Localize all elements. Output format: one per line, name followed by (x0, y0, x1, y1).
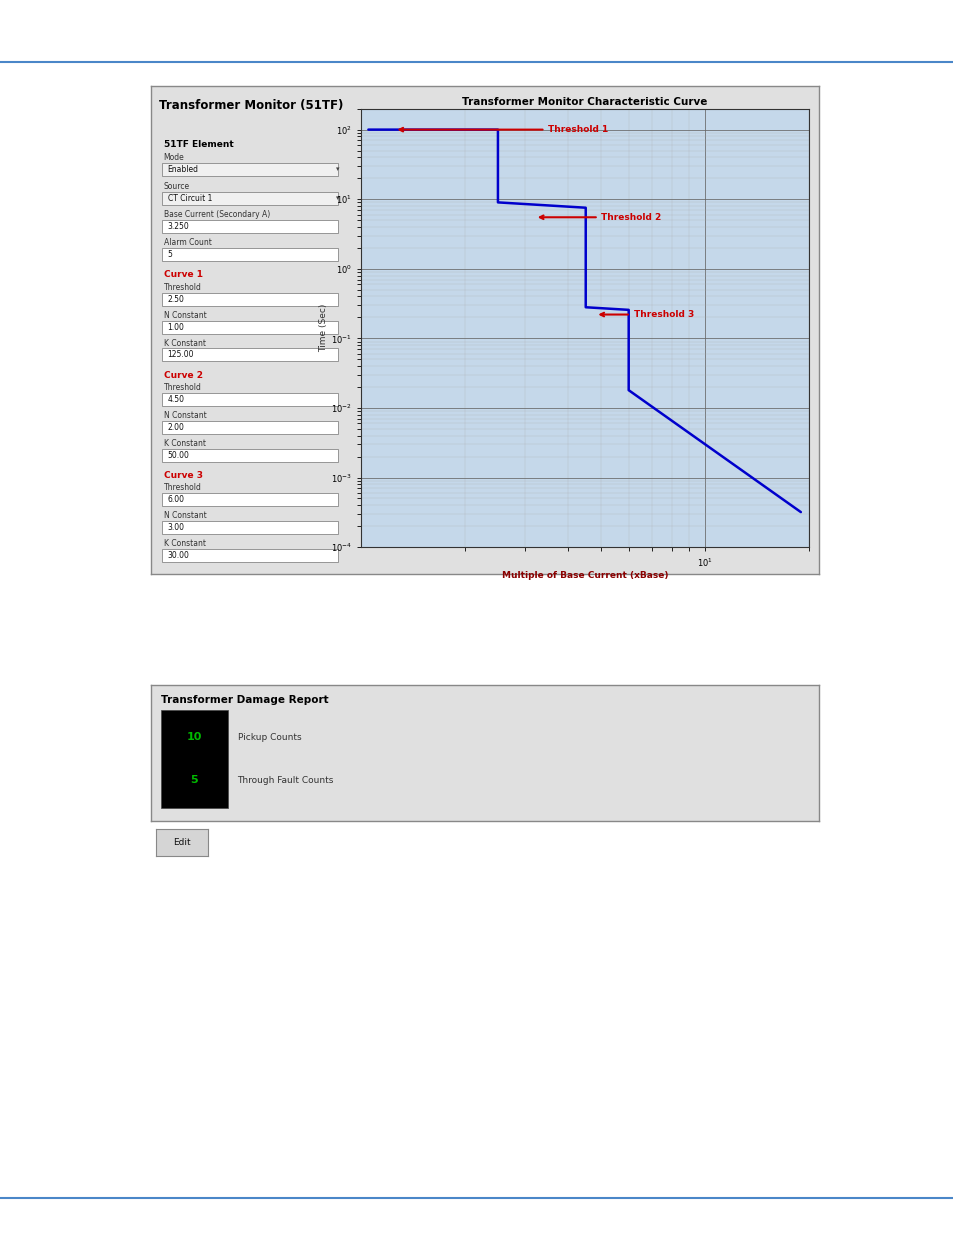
Text: Threshold 1: Threshold 1 (399, 125, 608, 135)
Text: 1.00: 1.00 (168, 322, 184, 331)
Y-axis label: Time (Sec): Time (Sec) (319, 304, 328, 352)
Bar (161, 521, 337, 534)
Text: 3.00: 3.00 (168, 522, 184, 532)
Text: Curve 3: Curve 3 (163, 471, 202, 480)
Text: CT Circuit 1: CT Circuit 1 (168, 194, 212, 203)
Text: Curve 1: Curve 1 (163, 270, 202, 279)
X-axis label: Multiple of Base Current (xBase): Multiple of Base Current (xBase) (501, 572, 667, 580)
Text: N Constant: N Constant (163, 411, 206, 420)
Text: Alarm Count: Alarm Count (163, 238, 212, 247)
Bar (160, 710, 227, 808)
Text: Threshold 3: Threshold 3 (599, 310, 693, 319)
Text: K Constant: K Constant (163, 338, 205, 347)
Bar (161, 163, 337, 175)
Bar (161, 220, 337, 233)
Text: Edit: Edit (172, 837, 191, 847)
Text: 6.00: 6.00 (168, 495, 184, 504)
Text: 30.00: 30.00 (168, 551, 190, 559)
Text: N Constant: N Constant (163, 310, 206, 320)
Text: Threshold: Threshold (163, 483, 201, 492)
Title: Transformer Monitor Characteristic Curve: Transformer Monitor Characteristic Curve (461, 96, 707, 106)
Text: 2.00: 2.00 (168, 422, 184, 432)
Text: Source: Source (163, 182, 190, 190)
Text: 50.00: 50.00 (168, 451, 190, 459)
Text: Pickup Counts: Pickup Counts (237, 732, 301, 742)
Text: 125.00: 125.00 (168, 351, 193, 359)
Bar (161, 550, 337, 562)
Text: ▾: ▾ (335, 167, 339, 173)
Text: Transformer Damage Report: Transformer Damage Report (160, 695, 328, 705)
Bar (161, 191, 337, 205)
Text: 5: 5 (191, 776, 197, 785)
Text: Curve 2: Curve 2 (163, 370, 202, 379)
Bar (161, 293, 337, 305)
Text: Threshold: Threshold (163, 383, 201, 391)
Text: 10: 10 (186, 732, 202, 742)
Text: 51TF Element: 51TF Element (163, 140, 233, 149)
Text: K Constant: K Constant (163, 538, 205, 548)
Bar (161, 421, 337, 433)
Text: Mode: Mode (163, 153, 184, 162)
Bar (161, 348, 337, 362)
Text: Enabled: Enabled (168, 165, 198, 174)
Bar (161, 448, 337, 462)
Text: 2.50: 2.50 (168, 295, 184, 304)
Text: Transformer Monitor (51TF): Transformer Monitor (51TF) (158, 99, 343, 111)
Text: 4.50: 4.50 (168, 395, 184, 404)
Text: Threshold: Threshold (163, 283, 201, 291)
Text: Through Fault Counts: Through Fault Counts (237, 776, 334, 784)
Text: 5: 5 (168, 251, 172, 259)
Bar (161, 321, 337, 333)
Bar (161, 248, 337, 262)
Text: Threshold 2: Threshold 2 (539, 212, 661, 222)
Bar (161, 493, 337, 506)
Text: Base Current (Secondary A): Base Current (Secondary A) (163, 210, 270, 220)
Text: 3.250: 3.250 (168, 222, 189, 231)
Text: N Constant: N Constant (163, 511, 206, 520)
Text: ▾: ▾ (335, 195, 339, 201)
Text: K Constant: K Constant (163, 438, 205, 448)
Bar (161, 393, 337, 406)
